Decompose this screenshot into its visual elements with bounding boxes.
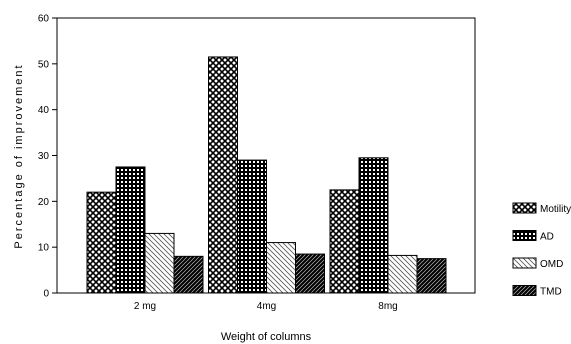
y-tick-label: 60	[38, 14, 50, 25]
y-axis: 0 10 20 30 40 50 60	[38, 14, 57, 300]
legend-swatch-tmd	[512, 285, 537, 296]
bar-tmd-2	[295, 253, 325, 294]
x-tick-label: 8mg	[378, 301, 397, 312]
x-tick-label: 4mg	[257, 301, 276, 312]
legend-label-ad: AD	[540, 232, 554, 243]
x-tick-label: 2 mg	[134, 301, 156, 312]
y-tick-label: 0	[43, 289, 49, 300]
y-tick-label: 10	[38, 243, 50, 254]
bar-ad-1	[115, 166, 146, 294]
bar-omd-2	[266, 242, 296, 294]
bar-motility-3	[329, 189, 360, 294]
bar-motility-1	[86, 191, 117, 294]
legend-label-tmd: TMD	[540, 287, 562, 298]
legend-swatch-motility	[512, 202, 537, 214]
legend: Motility AD OMD TMD	[512, 202, 571, 298]
bar-motility-2	[208, 56, 238, 294]
legend-label-omd: OMD	[540, 259, 563, 270]
y-axis-title: Percentage of improvement	[13, 63, 25, 248]
bar-ad-2	[237, 159, 267, 294]
plot-area-frame	[56, 17, 476, 294]
x-axis-title: Weight of columns	[221, 331, 312, 343]
bar-tmd-3	[416, 258, 447, 294]
x-axis: 2 mg 4mg 8mg	[134, 301, 398, 312]
y-tick-label: 20	[38, 197, 50, 208]
y-tick-label: 30	[38, 151, 50, 162]
legend-label-motility: Motility	[540, 204, 571, 215]
bar-tmd-1	[173, 255, 204, 294]
bar-ad-3	[358, 157, 389, 294]
y-tick-label: 50	[38, 59, 50, 70]
legend-swatch-omd	[512, 257, 537, 269]
y-tick-label: 40	[38, 105, 50, 116]
bar-omd-3	[387, 254, 418, 294]
bar-omd-1	[144, 232, 175, 294]
legend-swatch-ad	[512, 230, 537, 241]
bars-group	[86, 56, 447, 294]
